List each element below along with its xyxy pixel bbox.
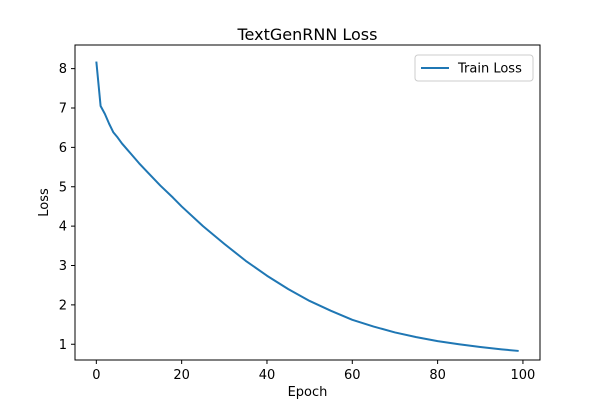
plot-area	[75, 45, 540, 360]
plot-frame	[74, 44, 541, 361]
series-line-train-loss	[95, 61, 519, 352]
x-tick-label: 60	[344, 368, 361, 383]
x-axis-ticks: 0 20 40 60 80 100	[92, 360, 535, 383]
y-tick-label: 1	[59, 338, 67, 353]
x-tick-label: 20	[173, 368, 190, 383]
y-tick-label: 7	[59, 102, 67, 117]
series-layer	[95, 61, 519, 352]
y-tick-label: 4	[59, 220, 67, 235]
y-tick-label: 3	[59, 259, 67, 274]
y-tick-label: 8	[59, 62, 67, 77]
y-axis-title: Loss	[37, 188, 52, 217]
x-tick-label: 100	[511, 368, 536, 383]
y-tick-label: 2	[59, 298, 67, 313]
legend: Train Loss	[414, 54, 534, 82]
y-axis-ticks: 1 2 3 4 5 6 7 8	[59, 62, 75, 353]
x-tick-label: 80	[429, 368, 446, 383]
x-axis-title: Epoch	[288, 385, 328, 400]
legend-label-train-loss: Train Loss	[457, 62, 522, 77]
y-tick-label: 6	[59, 141, 67, 156]
y-tick-label: 5	[59, 180, 67, 195]
legend-box	[414, 54, 534, 82]
chart-title: TextGenRNN Loss	[237, 25, 378, 44]
x-tick-label: 40	[259, 368, 276, 383]
x-tick-label: 0	[92, 368, 100, 383]
